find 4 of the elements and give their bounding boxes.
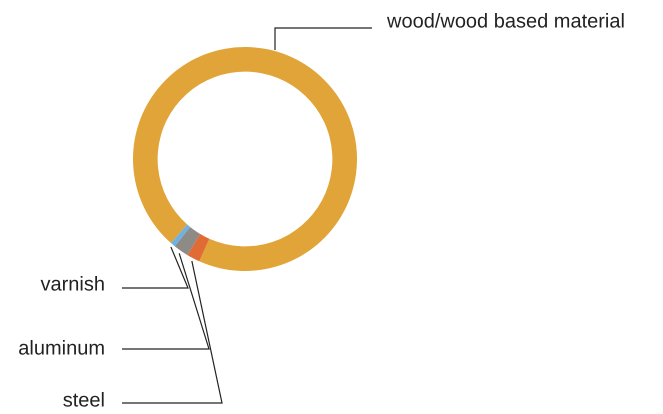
slice-label: varnish: [40, 274, 105, 296]
slice-label: wood/wood based material: [386, 10, 625, 33]
slice-label: steel: [62, 390, 105, 412]
slice-label: aluminum: [18, 338, 105, 360]
